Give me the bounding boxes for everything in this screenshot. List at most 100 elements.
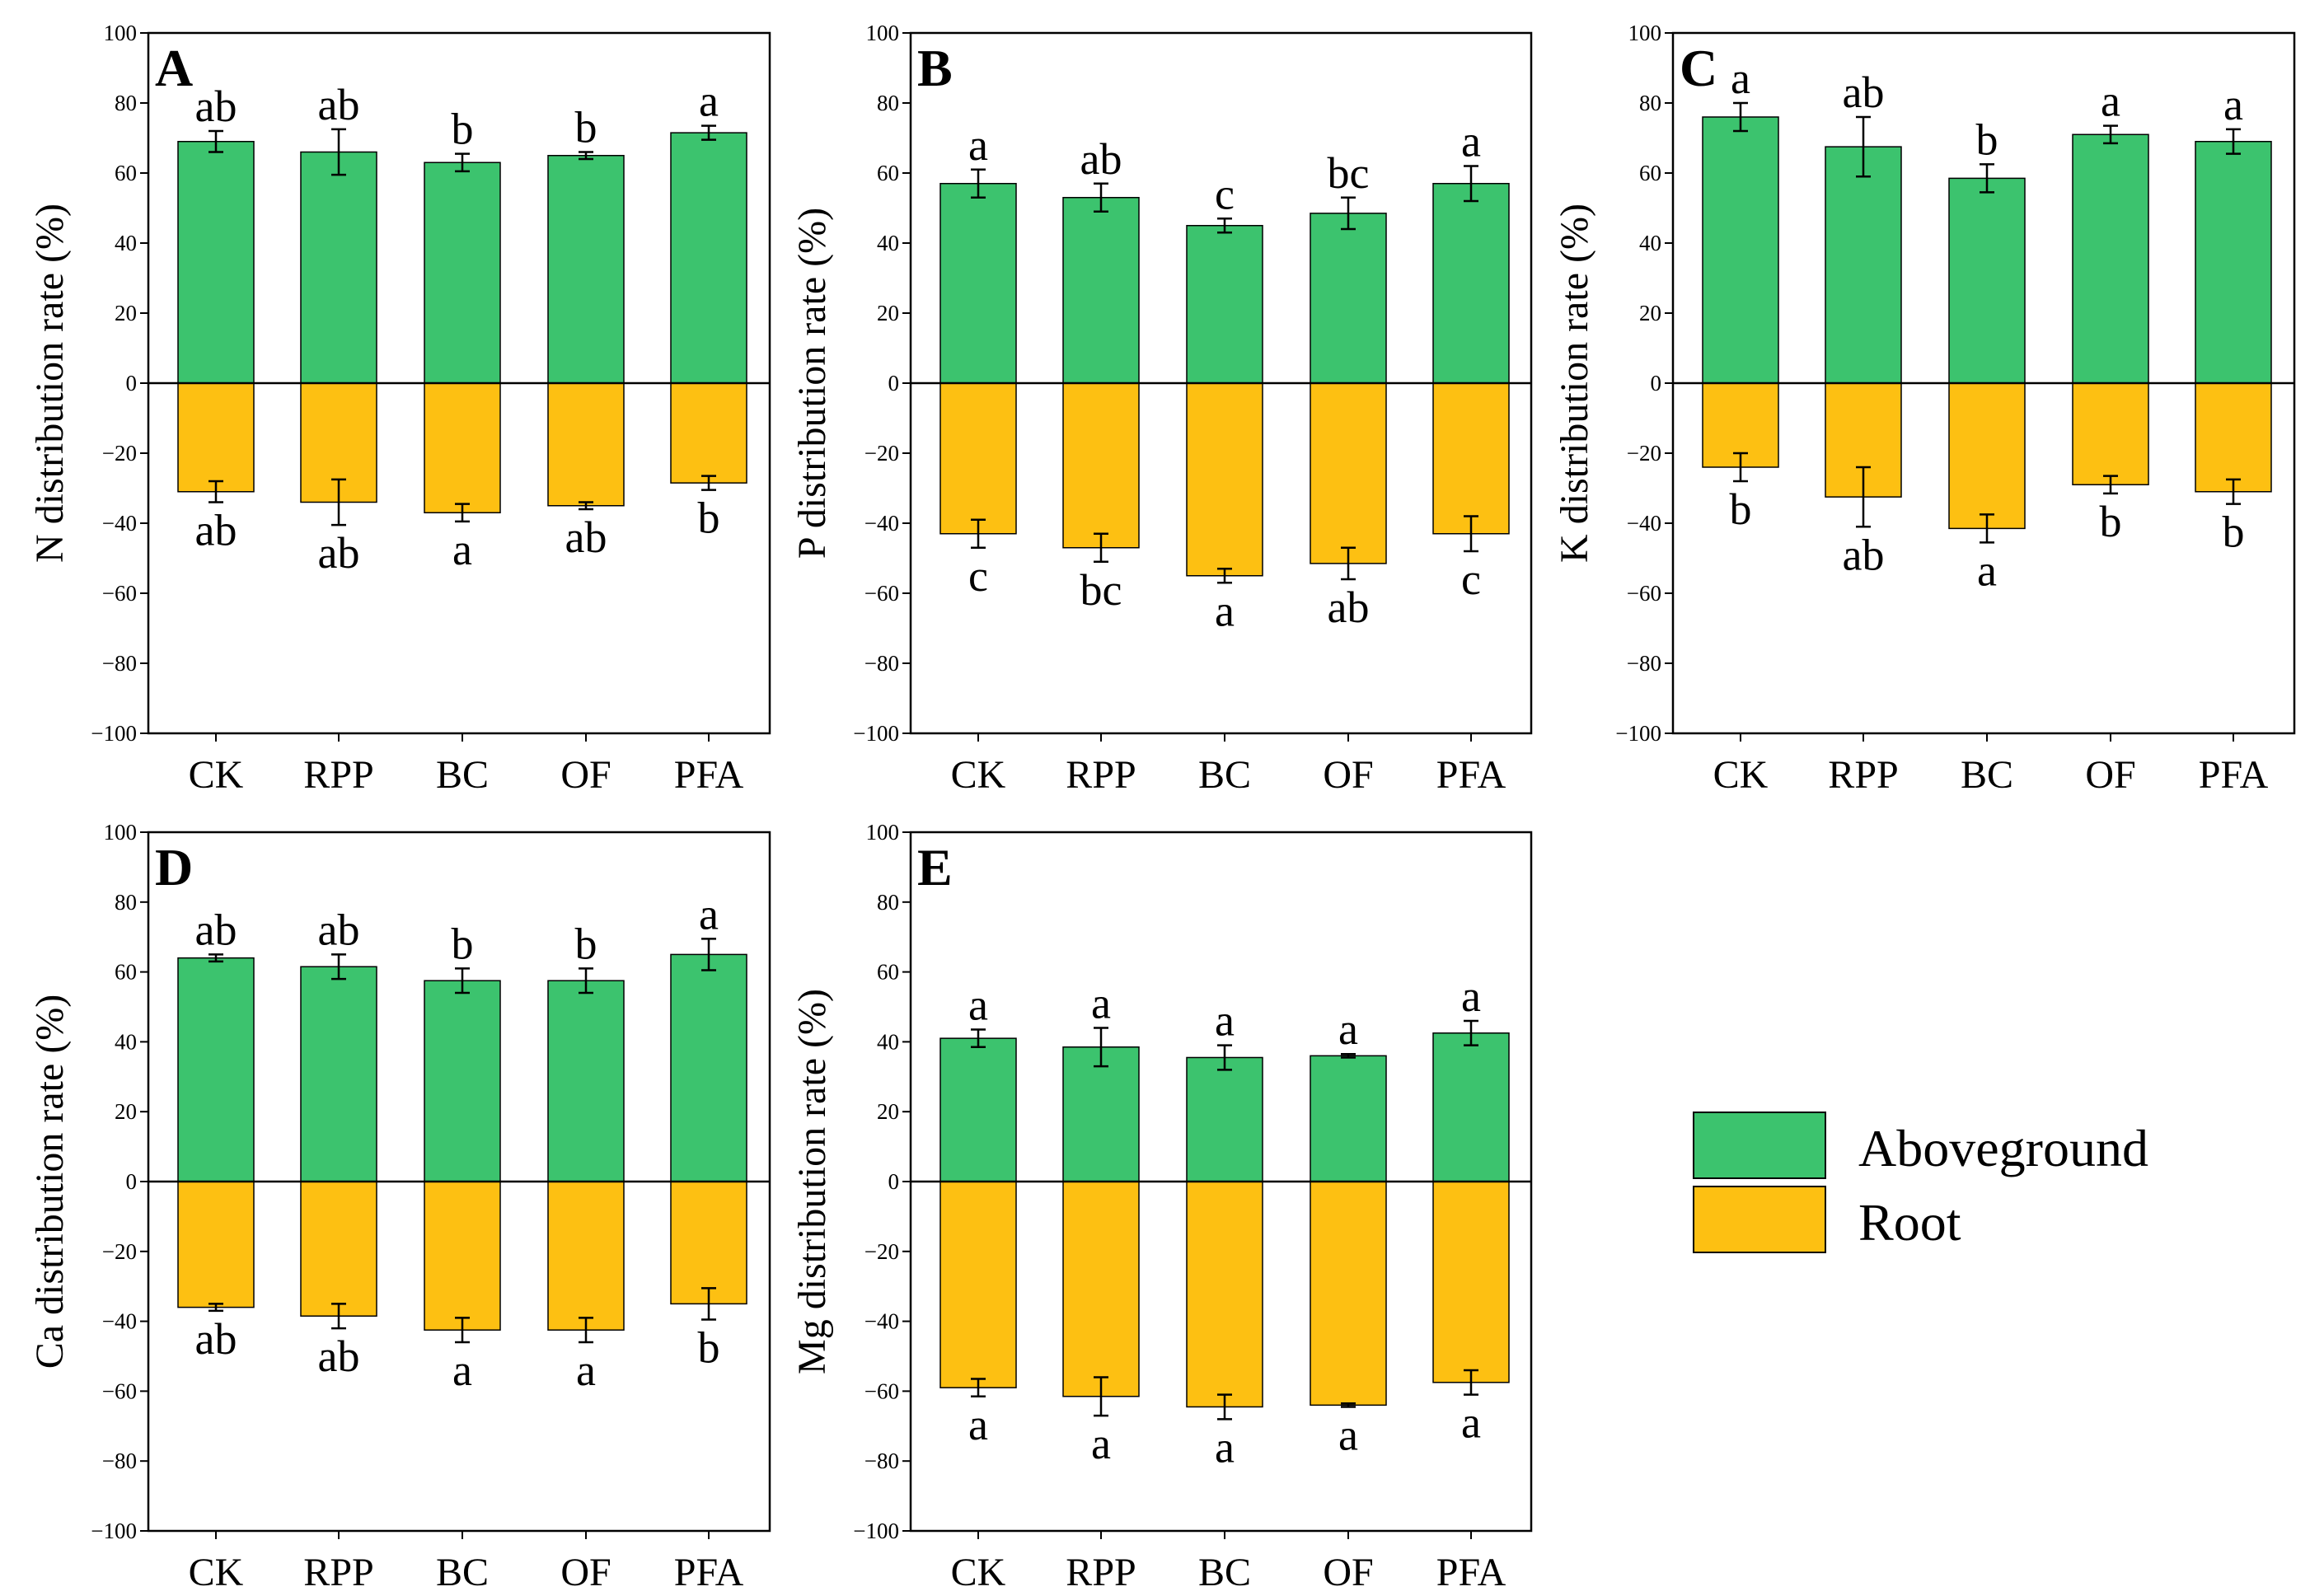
- error-bar-root-bc: [1217, 568, 1232, 584]
- y-axis-title: N distribution rate (%): [28, 204, 72, 563]
- x-tick-label-rpp: RPP: [303, 753, 373, 797]
- sig-letter-root-bc: a: [1215, 1422, 1235, 1472]
- error-bar-root-of: [579, 501, 593, 511]
- sig-letter-root-pfa: c: [1461, 555, 1481, 604]
- bar-aboveground-of: [1310, 213, 1387, 384]
- sig-letter-root-rpp: a: [1091, 1419, 1111, 1468]
- bar-root-ck: [939, 382, 1017, 535]
- panel-c: abCKababRPPbaBCabOFabPFA100806040200−20−…: [1553, 21, 2296, 797]
- plot-frame: [147, 831, 771, 1533]
- error-bar-aboveground-bc: [455, 152, 470, 173]
- error-bar-root-ck: [209, 480, 223, 503]
- bar-root-bc: [1186, 1181, 1263, 1408]
- y-tick-label: 0: [888, 371, 900, 395]
- bar-aboveground-pfa: [670, 953, 747, 1182]
- error-bar-root-bc: [1217, 1393, 1232, 1420]
- error-bar-aboveground-of: [579, 967, 593, 995]
- x-tick-label-pfa: PFA: [1436, 1551, 1506, 1594]
- sig-letter-root-bc: a: [1215, 586, 1235, 635]
- x-tick-label-ck: CK: [951, 753, 1006, 797]
- sig-letter-aboveground-ck: ab: [195, 82, 237, 131]
- sig-letter-root-rpp: ab: [318, 528, 360, 578]
- sig-letter-aboveground-pfa: a: [2223, 80, 2243, 129]
- y-tick-label: 0: [126, 1169, 138, 1194]
- sig-letter-root-of: a: [1338, 1410, 1358, 1459]
- sig-letter-root-ck: ab: [195, 1314, 237, 1364]
- sig-letter-root-ck: c: [968, 551, 988, 601]
- sig-letter-aboveground-ck: a: [968, 120, 988, 170]
- plot-frame: [147, 31, 771, 735]
- y-tick-label: −20: [102, 441, 137, 466]
- sig-letter-root-rpp: bc: [1080, 565, 1122, 615]
- error-bar-root-ck: [971, 1378, 986, 1398]
- bar-root-pfa: [1432, 382, 1510, 535]
- sig-letter-root-ck: ab: [195, 506, 237, 555]
- sig-letter-root-pfa: b: [2223, 508, 2245, 557]
- bar-aboveground-bc: [424, 161, 501, 384]
- y-tick-label: −20: [864, 1239, 899, 1264]
- y-axis-title: P distribution rate (%): [790, 208, 834, 559]
- error-bar-root-pfa: [701, 1287, 716, 1321]
- bar-root-of: [2072, 382, 2149, 485]
- error-bar-aboveground-of: [579, 151, 593, 161]
- sig-letter-aboveground-of: a: [1338, 1004, 1358, 1054]
- x-tick-label-bc: BC: [1198, 1551, 1251, 1594]
- sig-letter-aboveground-rpp: ab: [1080, 134, 1122, 184]
- plot-frame: [1671, 31, 2296, 735]
- x-tick-label-pfa: PFA: [674, 1551, 744, 1594]
- bar-aboveground-pfa: [670, 132, 747, 384]
- y-tick-label: −40: [864, 511, 899, 536]
- y-tick-label: 40: [1639, 231, 1661, 255]
- sig-letter-root-rpp: ab: [1843, 530, 1885, 579]
- bar-root-pfa: [1432, 1181, 1510, 1383]
- sig-letter-aboveground-pfa: a: [699, 889, 719, 938]
- sig-letter-aboveground-of: bc: [1328, 148, 1370, 198]
- sig-letter-aboveground-rpp: a: [1091, 978, 1111, 1027]
- panel-b: a c CK ab bc RPP c a BC bc ab OF a c PFA 100 80 60 40 20 0 −2…: [790, 21, 1533, 797]
- y-tick-label: 60: [877, 960, 899, 985]
- error-bar-aboveground-bc: [455, 967, 470, 995]
- y-tick-label: −20: [864, 441, 899, 466]
- panel-a: ababCKababRPPbaBCbabOFabPFA100806040200−…: [28, 21, 771, 797]
- y-tick-label: −80: [864, 651, 899, 676]
- x-tick-label-ck: CK: [951, 1551, 1006, 1594]
- y-tick-label: −60: [102, 1378, 137, 1403]
- error-bar-aboveground-rpp: [331, 128, 346, 176]
- error-bar-root-of: [1341, 546, 1356, 581]
- sig-letter-aboveground-pfa: a: [1461, 117, 1481, 166]
- y-tick-label: −100: [853, 1519, 899, 1543]
- y-tick-label: 80: [115, 890, 137, 915]
- error-bar-aboveground-ck: [971, 1028, 986, 1049]
- bar-aboveground-bc: [424, 980, 501, 1182]
- bar-aboveground-ck: [939, 183, 1017, 384]
- y-tick-label: 100: [104, 820, 138, 845]
- x-tick-label-rpp: RPP: [1066, 1551, 1136, 1594]
- y-tick-label: 80: [877, 91, 899, 115]
- bar-root-bc: [1186, 382, 1263, 577]
- y-tick-label: 0: [126, 371, 138, 395]
- bar-aboveground-bc: [1186, 1056, 1263, 1182]
- y-tick-label: 20: [1639, 301, 1661, 325]
- y-tick-label: 40: [115, 231, 137, 255]
- sig-letter-root-pfa: b: [698, 494, 720, 543]
- x-tick-label-bc: BC: [436, 1551, 489, 1594]
- sig-letter-aboveground-ck: a: [1731, 54, 1750, 103]
- x-tick-label-pfa: PFA: [674, 753, 744, 797]
- sig-letter-aboveground-of: b: [575, 103, 597, 152]
- y-tick-label: 100: [104, 21, 138, 45]
- bar-aboveground-rpp: [300, 966, 377, 1182]
- sig-letter-root-ck: a: [968, 1400, 988, 1449]
- error-bar-aboveground-bc: [1217, 1044, 1232, 1071]
- x-tick-label-pfa: PFA: [2199, 753, 2269, 797]
- y-tick-label: 40: [877, 1029, 899, 1054]
- bar-root-pfa: [2195, 382, 2272, 493]
- sig-letter-aboveground-of: b: [575, 919, 597, 968]
- x-tick-label-ck: CK: [1713, 753, 1769, 797]
- sig-letter-root-rpp: ab: [318, 1332, 360, 1381]
- error-bar-aboveground-of: [2103, 124, 2118, 145]
- sig-letter-root-of: a: [576, 1346, 596, 1395]
- bar-aboveground-of: [1310, 1055, 1387, 1182]
- bar-root-bc: [424, 382, 501, 513]
- x-tick-label-bc: BC: [1198, 753, 1251, 797]
- y-tick-label: −60: [864, 581, 899, 606]
